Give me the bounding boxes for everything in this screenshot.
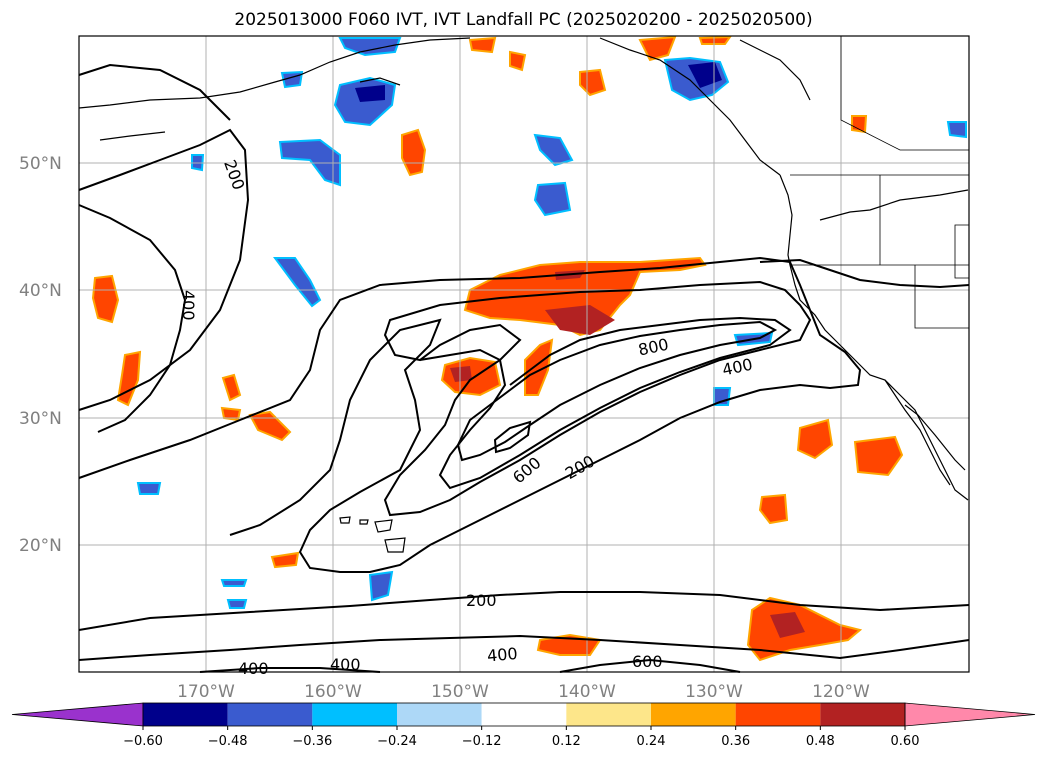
negative-shade-region [220, 579, 248, 587]
contour-outer-west [78, 63, 231, 121]
colorbar [11, 702, 1036, 727]
contour-south-bottom [199, 667, 381, 673]
positive-shade-region [509, 50, 527, 72]
lat-label: 40°N [19, 281, 62, 301]
map-frame [78, 35, 970, 673]
lon-label: 170°W [177, 682, 235, 702]
colorbar-extension-low [11, 702, 144, 727]
positive-shade-region [116, 350, 142, 407]
colorbar-tick-label: −0.24 [377, 734, 417, 749]
map-title: 2025013000 F060 IVT, IVT Landfall PC (20… [234, 10, 813, 30]
negative-shade-region [946, 121, 967, 139]
lon-label: 120°W [812, 682, 870, 702]
negative-shade-region [533, 181, 572, 217]
contour-label: 400 [330, 655, 361, 674]
positive-shade-region [91, 274, 120, 324]
contour-label: 400 [238, 659, 269, 678]
colorbar-segment [481, 703, 567, 726]
colorbar-segment [735, 703, 821, 726]
lon-label: 160°W [304, 682, 362, 702]
contour-label: 400 [179, 290, 198, 321]
positive-shade-region [746, 596, 863, 662]
negative-shade-region [368, 570, 394, 602]
colorbar-tick-label: −0.36 [292, 734, 332, 749]
positive-shade-region [758, 493, 789, 525]
gridlines [79, 36, 969, 672]
negative-shade-region [136, 482, 162, 495]
contour-label: 400 [486, 644, 518, 666]
positive-shade-region [401, 128, 427, 177]
lon-label: 150°W [431, 682, 489, 702]
colorbar-segment [227, 703, 313, 726]
contour-400-main [383, 280, 812, 517]
colorbar-border [142, 702, 906, 727]
dark-blue-shade-region [355, 85, 385, 102]
contour-200-loop [759, 258, 970, 289]
negative-shade-region [338, 37, 402, 57]
contour-label: 600 [632, 652, 663, 671]
lat-label: 20°N [19, 536, 62, 556]
colorbar-tick-label: 0.24 [637, 734, 666, 749]
colorbar-tick-label: −0.48 [208, 734, 248, 749]
positive-shade-region [698, 35, 732, 45]
contour-200-north [78, 128, 250, 411]
colorbar-tick-label: 0.36 [721, 734, 750, 749]
positive-shade-region [796, 418, 834, 460]
contour-800-inner [493, 420, 532, 454]
positive-shade-region [248, 410, 292, 442]
negative-shade-region [226, 599, 248, 609]
contour-600 [419, 316, 792, 490]
colorbar-extension-high [904, 702, 1036, 727]
contour-800 [456, 320, 778, 462]
positive-shade-region [524, 338, 554, 396]
lon-label: 130°W [685, 682, 743, 702]
colorbar-segment [820, 703, 905, 726]
colorbar-segment [651, 703, 736, 726]
colorbar-segment [312, 703, 397, 726]
contour-label: 200 [466, 591, 497, 610]
contour-400-west [78, 204, 187, 433]
coastlines [78, 37, 969, 553]
latitude-labels: 50°N 40°N 30°N 20°N [19, 154, 62, 556]
contour-south-200 [78, 591, 970, 631]
colorbar-segment [397, 703, 482, 726]
contour-south-600 [559, 658, 741, 673]
lat-label: 50°N [19, 154, 62, 174]
map-area [79, 36, 969, 672]
lon-label: 140°W [558, 682, 616, 702]
positive-shade-region [221, 373, 242, 402]
contour-200-main [78, 256, 862, 573]
colorbar-tick-label: 0.60 [891, 734, 920, 749]
colorbar-tick-label: 0.12 [552, 734, 581, 749]
colorbar-tick-label: 0.48 [806, 734, 835, 749]
colorbar-labels: −0.60 −0.48 −0.36 −0.24 −0.12 0.12 0.24 0.36 0.4… [123, 726, 919, 749]
positive-shade-region [468, 36, 497, 54]
colorbar-tick-label: −0.60 [123, 734, 163, 749]
lat-label: 30°N [19, 409, 62, 429]
negative-shade-region [273, 257, 322, 308]
positive-shade-region [853, 435, 904, 477]
positive-shade-region [579, 68, 607, 97]
dark-red-shade-region [450, 366, 472, 382]
positive-shade-region [270, 551, 300, 569]
positive-shade-region [638, 35, 677, 62]
colorbar-segment [566, 703, 651, 726]
colorbar-tick-label: −0.12 [462, 734, 502, 749]
colorbar-segment [143, 703, 228, 726]
contour-south-400 [78, 634, 970, 661]
longitude-labels: 170°W 160°W 150°W 140°W 130°W 120°W [177, 682, 870, 702]
dark-red-shade-region [545, 305, 615, 335]
ivt-contours [78, 63, 970, 673]
dark-red-shade-region [770, 612, 805, 638]
